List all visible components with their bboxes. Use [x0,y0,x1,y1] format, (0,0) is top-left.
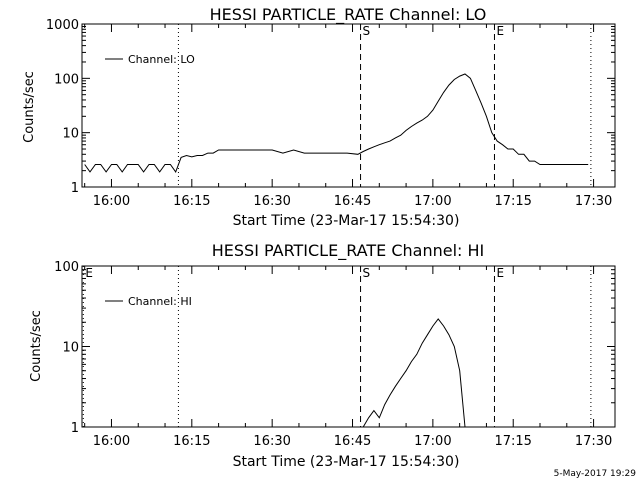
y-tick-label: 100 [54,72,79,87]
hi-chart-title: HESSI PARTICLE_RATE Channel: HI [212,241,485,261]
x-tick-label: 16:45 [334,434,371,449]
hi-plot-area: 1 10 100 16:00 16:15 16:30 16:45 17:00 17:15 17:3… [54,260,616,449]
legend-label: Channel: LO [128,53,195,66]
marker-label: S [363,266,371,280]
lo-x-axis-label: Start Time (23-Mar-17 15:54:30) [233,213,460,229]
y-tick-label: 1 [71,421,79,436]
plot-frame [81,23,616,188]
x-tick-label: 17:15 [494,194,531,209]
x-tick-label: 17:30 [575,194,612,209]
lo-plot-area: 1 10 100 1000 16:00 16:15 16:30 16:45 17:00 17:15… [46,18,616,209]
x-tick-label: 16:00 [93,194,130,209]
y-tick-label: 10 [62,127,79,142]
y-tick-label: 1 [71,181,79,196]
x-tick-label: 16:15 [173,434,210,449]
lo-y-axis-label: Counts/sec [22,71,37,143]
date-stamp: 5-May-2017 19:29 [554,469,637,479]
marker-label: E [496,24,504,38]
hi-x-axis-label: Start Time (23-Mar-17 15:54:30) [233,454,460,470]
data-series-line [84,73,589,173]
lo-chart-title: HESSI PARTICLE_RATE Channel: LO [210,5,487,25]
x-tick-label: 16:30 [253,434,290,449]
x-tick-label: 16:30 [253,194,290,209]
x-tick-label: 17:15 [494,434,531,449]
x-tick-label: 17:30 [575,434,612,449]
x-tick-label: 17:00 [414,194,451,209]
x-tick-label: 17:00 [414,434,451,449]
marker-label: E [85,266,93,280]
marker-label: E [496,266,504,280]
data-series-line [362,318,466,428]
y-tick-label: 100 [54,260,79,275]
x-tick-label: 16:45 [334,194,371,209]
y-tick-label: 1000 [46,18,79,33]
y-tick-label: 10 [62,341,79,356]
hi-y-axis-label: Counts/sec [29,310,44,382]
x-tick-label: 16:15 [173,194,210,209]
legend-label: Channel: HI [128,295,192,308]
marker-label: S [363,24,371,38]
x-tick-label: 16:00 [93,434,130,449]
